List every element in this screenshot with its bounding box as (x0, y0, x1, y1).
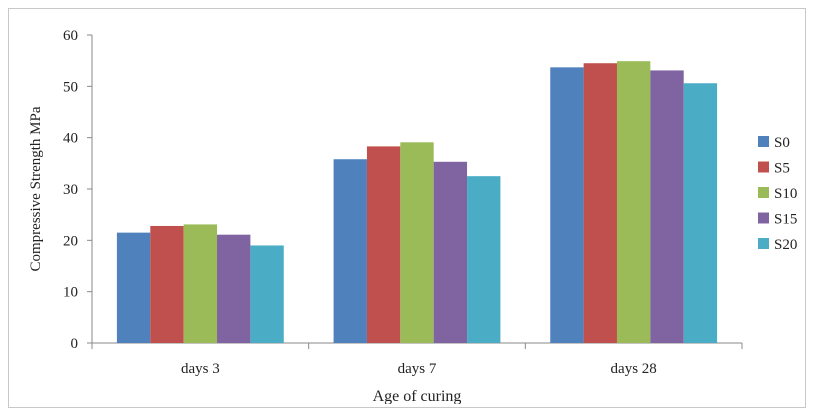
bar-s10-0 (183, 224, 218, 343)
x-tick-label: days 3 (181, 361, 220, 377)
legend-label: S5 (774, 161, 790, 177)
legend-label: S0 (774, 135, 790, 151)
y-tick-label: 10 (63, 285, 78, 301)
y-axis: 0 10 20 30 40 50 60 (63, 28, 93, 352)
legend-swatch (758, 161, 769, 173)
bar-s5-1 (366, 146, 401, 343)
legend-label: S10 (774, 186, 797, 202)
legend-swatch (758, 187, 769, 198)
bars (116, 61, 718, 344)
bar-s15-1 (433, 161, 468, 343)
x-tick-label: days 7 (398, 361, 437, 377)
bar-s20-2 (683, 83, 718, 344)
bar-s0-1 (333, 159, 367, 343)
legend-swatch (758, 212, 769, 224)
y-tick-label: 50 (63, 79, 78, 95)
bar-s15-0 (217, 234, 251, 343)
y-tick-label: 60 (63, 28, 78, 44)
bar-s5-2 (583, 63, 617, 343)
legend-label: S20 (774, 237, 797, 253)
x-tick-label: days 28 (611, 361, 657, 377)
bar-s0-2 (550, 67, 584, 343)
x-axis: days 3 days 7 days 28 (91, 342, 743, 377)
bar-s5-0 (150, 225, 184, 343)
legend-swatch (758, 238, 769, 249)
bar-s20-1 (467, 176, 501, 343)
x-axis-title: Age of curing (373, 388, 462, 404)
bar-s0-0 (116, 232, 151, 343)
legend-label: S15 (774, 212, 797, 228)
bar-s10-1 (400, 142, 434, 343)
bar-s15-2 (650, 70, 684, 344)
bar-s20-0 (250, 245, 284, 343)
y-tick-label: 40 (63, 131, 78, 147)
legend-swatch (758, 136, 769, 147)
legend: S0 S5 S10 S15 S20 (758, 135, 797, 253)
y-tick-label: 30 (63, 182, 78, 198)
y-tick-label: 20 (63, 233, 78, 249)
y-tick-label: 0 (71, 336, 79, 352)
y-axis-title: Compressive Strength MPa (28, 106, 44, 271)
bar-s10-2 (616, 61, 651, 344)
